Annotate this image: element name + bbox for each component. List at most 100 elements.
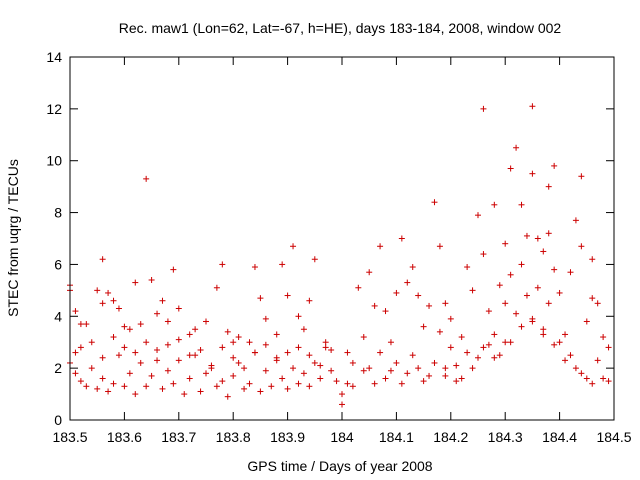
data-point-plus	[377, 243, 384, 250]
data-point-plus	[137, 321, 144, 328]
data-point-plus	[175, 357, 182, 364]
data-point-plus	[105, 388, 112, 395]
data-point-plus	[159, 385, 166, 392]
data-point-plus	[529, 315, 536, 322]
data-point-plus	[230, 372, 237, 379]
data-point-plus	[154, 357, 161, 364]
data-point-plus	[279, 375, 286, 382]
data-point-plus	[88, 365, 95, 372]
data-point-plus	[583, 318, 590, 325]
data-point-plus	[262, 341, 269, 348]
data-point-plus	[502, 300, 509, 307]
data-point-plus	[306, 297, 313, 304]
data-point-plus	[551, 341, 558, 348]
data-point-plus	[72, 308, 79, 315]
data-point-plus	[518, 323, 525, 330]
data-point-plus	[203, 318, 209, 325]
y-tick-label: 14	[46, 49, 62, 65]
data-point-plus	[600, 375, 607, 382]
data-point-plus	[529, 103, 536, 110]
y-axis-ticks: 0 2 4 6 8 10 12 14	[46, 49, 614, 428]
data-point-plus	[420, 323, 427, 330]
data-point-plus	[485, 341, 492, 348]
data-point-plus	[442, 300, 449, 307]
data-point-plus	[398, 235, 405, 242]
data-point-plus	[115, 305, 122, 312]
data-point-plus	[94, 287, 101, 294]
data-point-plus	[328, 346, 335, 353]
data-point-plus	[230, 339, 237, 346]
data-point-plus	[436, 328, 443, 335]
data-point-plus	[523, 292, 530, 299]
data-point-plus	[126, 370, 133, 377]
data-point-plus	[300, 326, 307, 333]
y-tick-label: 8	[54, 205, 62, 221]
data-point-plus	[192, 326, 199, 333]
data-point-plus	[409, 264, 416, 271]
data-point-plus	[148, 276, 155, 283]
data-point-plus	[371, 302, 378, 309]
data-point-plus	[556, 289, 563, 296]
data-point-plus	[507, 339, 514, 346]
data-point-plus	[322, 339, 329, 346]
data-point-plus	[344, 349, 351, 356]
x-tick-label: 183.9	[270, 429, 305, 445]
plot-frame	[69, 56, 615, 421]
chart-title: Rec. maw1 (Lon=62, Lat=-67, h=HE), days …	[119, 20, 562, 36]
data-point-plus	[77, 378, 84, 385]
data-point-plus	[83, 321, 90, 328]
data-point-plus	[480, 105, 487, 112]
y-tick-label: 12	[46, 101, 62, 117]
data-point-plus	[393, 289, 400, 296]
data-point-plus	[159, 297, 166, 304]
data-point-plus	[534, 235, 541, 242]
data-point-plus	[556, 339, 563, 346]
data-point-plus	[121, 383, 128, 390]
data-point-plus	[339, 391, 345, 398]
data-point-plus	[72, 370, 79, 377]
data-point-plus	[507, 165, 514, 172]
data-point-plus	[382, 375, 389, 382]
data-point-plus	[496, 352, 503, 359]
data-point-plus	[567, 269, 574, 276]
y-tick-label: 4	[54, 308, 62, 324]
data-point-plus	[88, 339, 95, 346]
data-point-plus	[360, 334, 367, 341]
data-point-plus	[164, 367, 171, 374]
data-point-plus	[83, 383, 90, 390]
data-point-plus	[235, 359, 242, 366]
data-point-plus	[442, 372, 449, 379]
data-point-plus	[464, 349, 471, 356]
data-point-plus	[132, 279, 139, 286]
data-point-plus	[72, 349, 79, 356]
data-point-plus	[126, 326, 133, 333]
data-point-plus	[121, 323, 128, 330]
data-point-plus	[110, 380, 117, 387]
data-point-plus	[164, 318, 171, 325]
data-point-plus	[306, 352, 313, 359]
data-point-plus	[540, 248, 547, 255]
data-point-plus	[284, 385, 291, 392]
data-point-plus	[572, 217, 579, 224]
data-point-plus	[339, 401, 345, 408]
data-point-plus	[154, 310, 161, 317]
data-point-plus	[371, 380, 378, 387]
data-point-plus	[99, 354, 106, 361]
data-point-plus	[279, 261, 286, 268]
data-point-plus	[132, 391, 139, 398]
data-point-plus	[77, 344, 84, 351]
data-point-plus	[295, 380, 302, 387]
data-point-plus	[523, 232, 530, 239]
data-point-plus	[344, 380, 351, 387]
data-point-plus	[398, 380, 405, 387]
data-point-plus	[491, 201, 498, 208]
data-point-plus	[317, 375, 324, 382]
data-point-plus	[567, 352, 574, 359]
data-point-plus	[115, 352, 122, 359]
data-point-plus	[77, 321, 84, 328]
data-point-plus	[545, 300, 552, 307]
data-point-plus	[186, 331, 193, 338]
data-point-plus	[453, 378, 460, 385]
data-point-plus	[594, 357, 601, 364]
